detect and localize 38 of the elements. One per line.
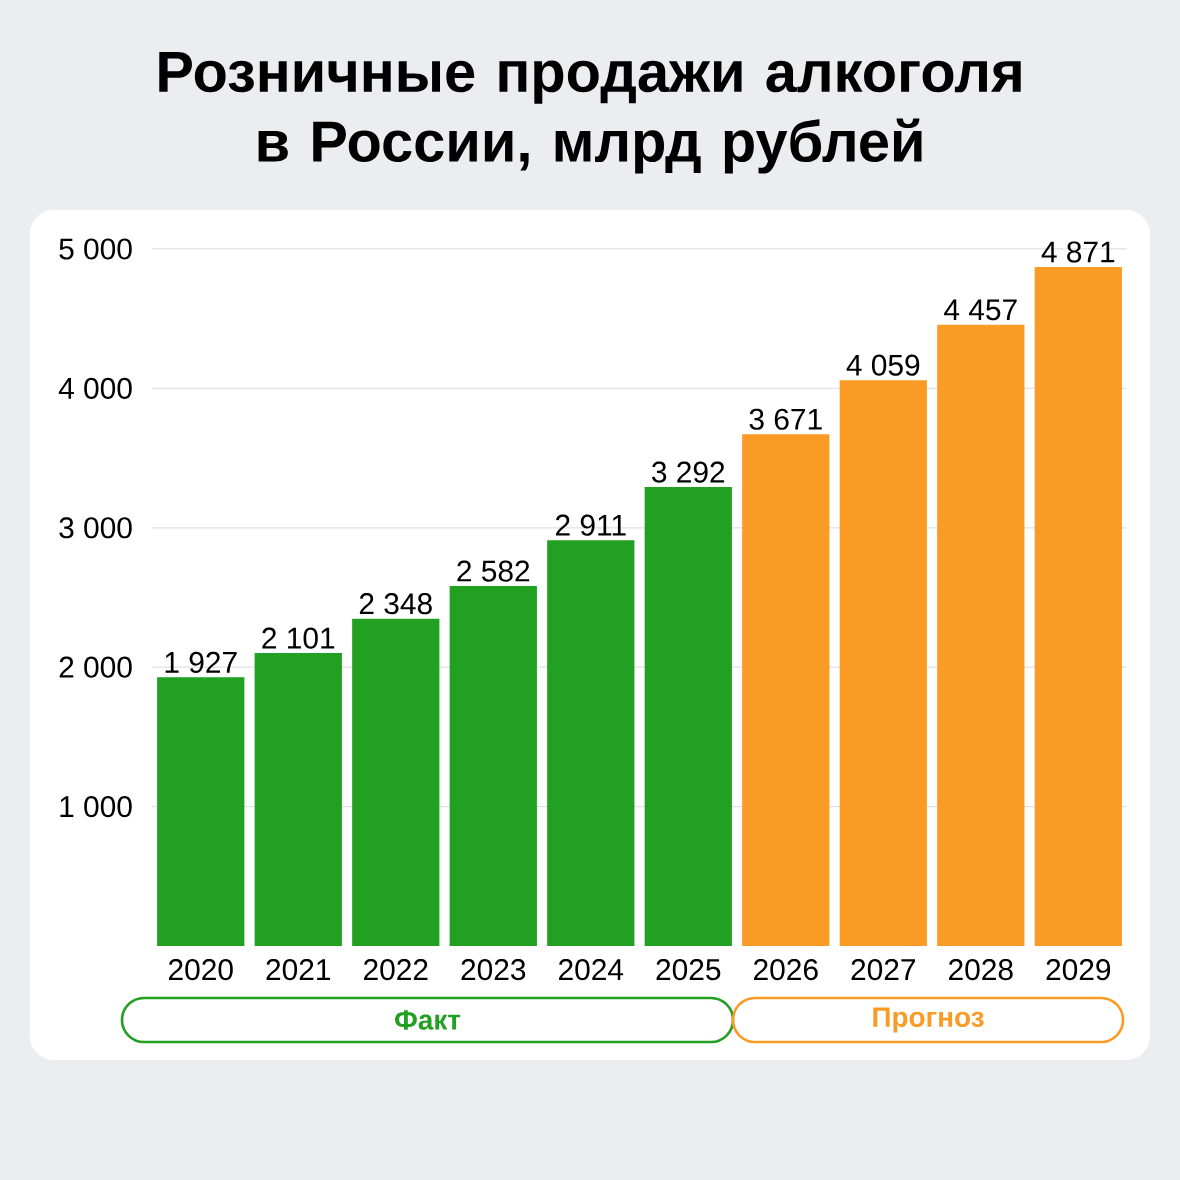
data-label: 4 457 <box>944 299 1017 321</box>
data-label: 3 292 <box>652 461 725 483</box>
y-tick-label: 4 000 <box>58 377 132 399</box>
bar <box>449 586 537 946</box>
bar <box>937 324 1025 946</box>
x-tick-label: 2022 <box>364 959 428 981</box>
x-tick-label: 2026 <box>754 959 818 981</box>
data-label: 2 348 <box>359 593 432 615</box>
bar <box>1034 266 1122 946</box>
data-label: 2 582 <box>457 560 530 582</box>
text: Прогноз <box>873 1007 984 1033</box>
text: Факт <box>395 1010 461 1030</box>
data-label: 2 911 <box>555 514 626 536</box>
data-label: 4 059 <box>846 354 920 376</box>
x-tick-label: 2027 <box>851 959 916 981</box>
x-tick-label: 2023 <box>461 959 526 981</box>
chart-title: Розничные продажи алкоголя в России, млрд рублей <box>159 52 1021 174</box>
data-label: 2 101 <box>262 627 335 649</box>
bar <box>742 434 830 946</box>
x-tick-label: 2025 <box>656 959 721 981</box>
bar <box>157 677 245 946</box>
x-tick-label: 2024 <box>559 959 624 981</box>
x-tick-label: 2021 <box>266 959 331 981</box>
bar <box>547 540 635 946</box>
data-label: 3 671 <box>749 408 822 430</box>
x-tick-label: 2028 <box>949 959 1013 981</box>
data-label: 1 927 <box>165 651 237 673</box>
bar <box>644 487 732 946</box>
x-tick-label: 2020 <box>169 959 233 981</box>
bar <box>839 380 927 946</box>
y-tick-label: 5 000 <box>59 238 132 260</box>
y-tick-label: 1 000 <box>60 796 132 818</box>
y-tick-label: 2 000 <box>59 656 132 678</box>
y-tick-label: 3 000 <box>59 517 132 539</box>
bar <box>352 618 440 946</box>
data-label: 4 871 <box>1041 241 1115 263</box>
bar <box>254 653 342 946</box>
x-tick-label: 2029 <box>1046 959 1111 981</box>
